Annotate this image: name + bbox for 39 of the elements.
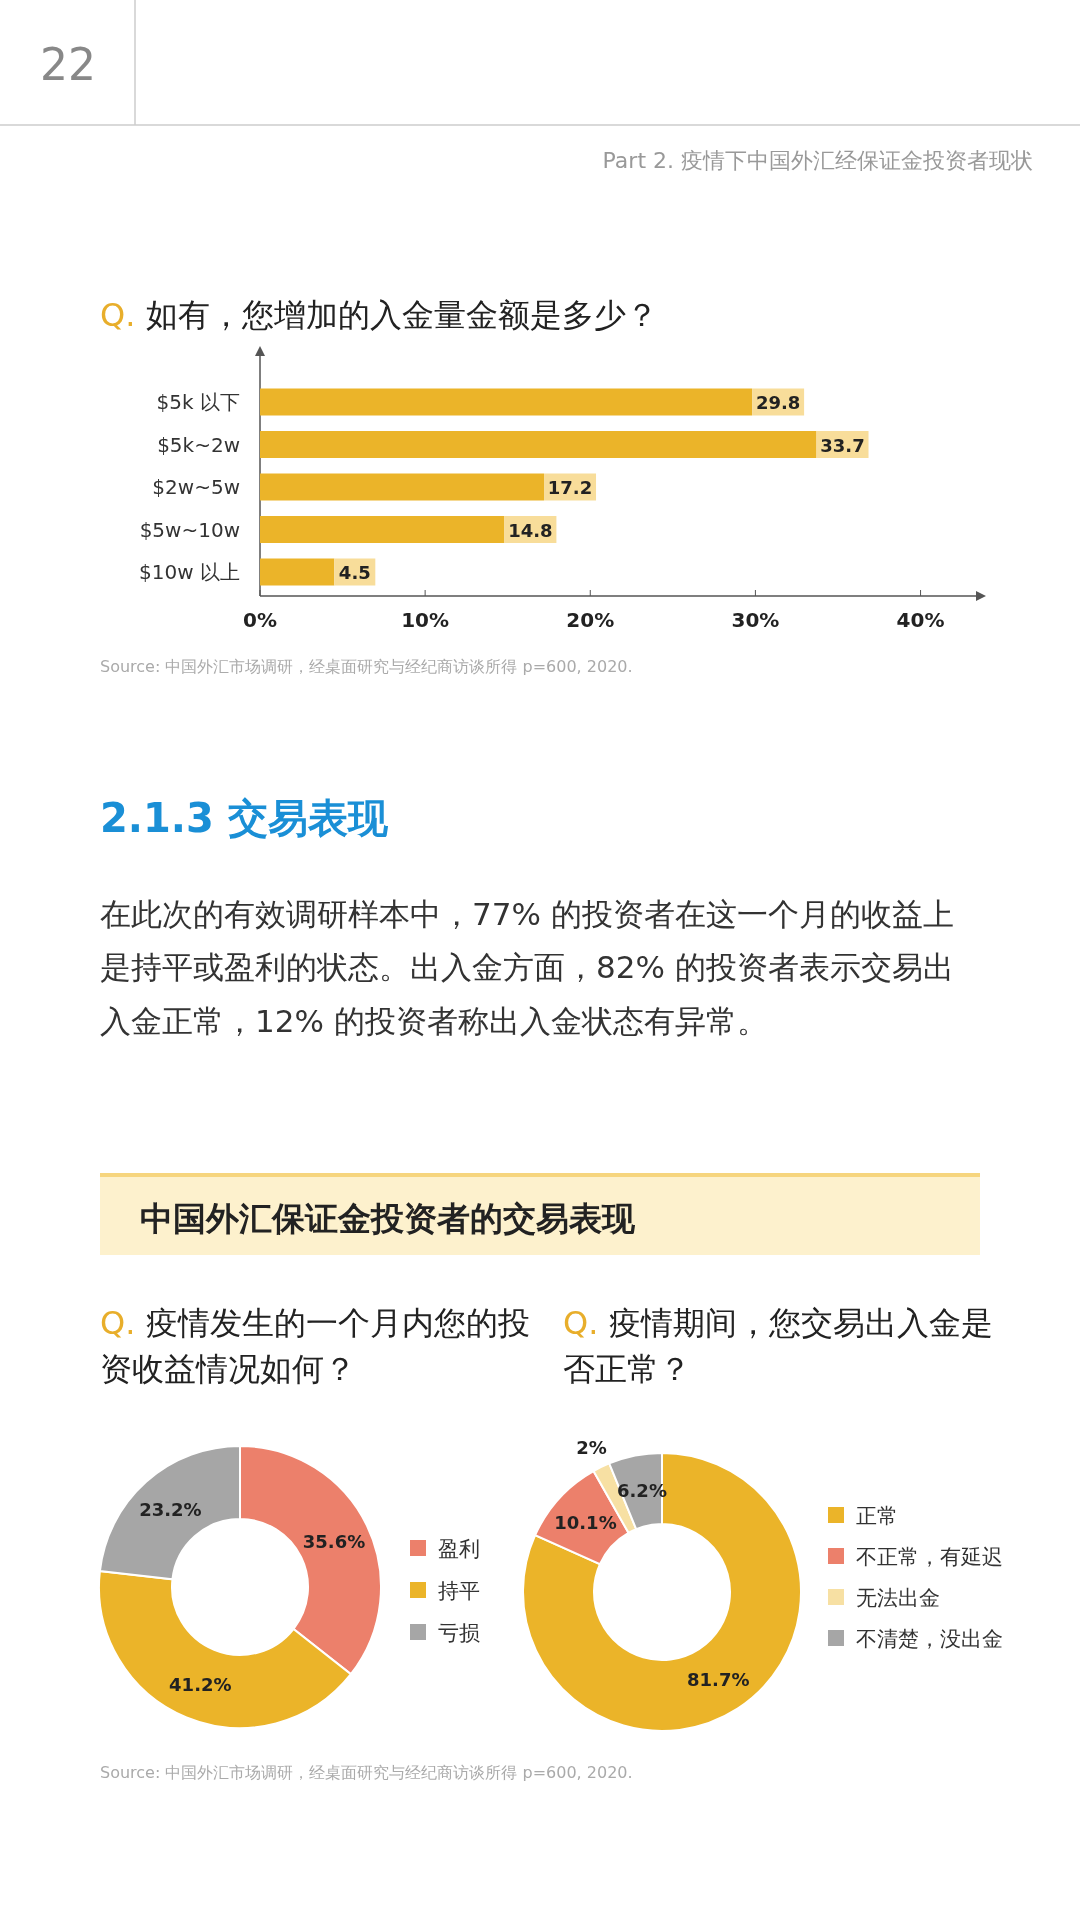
text: 2.1.3 交易表现 — [100, 795, 389, 841]
x-tick-label: 20% — [566, 608, 615, 632]
data-label: 29.8 — [755, 392, 801, 413]
data-label: 23.2% — [139, 1499, 202, 1521]
y-tick-label: $5k~2w — [157, 432, 240, 457]
x-tick-label: 40% — [896, 608, 945, 632]
legend-label: 不正常，有延迟 — [856, 1545, 1003, 1569]
legend-label: 盈利 — [438, 1537, 480, 1561]
x-tick-label: 30% — [731, 608, 780, 632]
data-label: 81.7% — [687, 1668, 750, 1690]
data-label: 35.6% — [302, 1531, 366, 1553]
text: 22 — [40, 39, 96, 90]
data-label: 33.7 — [820, 434, 865, 456]
text: Part 2. 疫情下中国外汇经保证金投资者现状 — [602, 148, 1033, 173]
legend-label: 亏损 — [438, 1621, 480, 1645]
legend-label: 不清楚，没出金 — [856, 1627, 1003, 1651]
legend-label: 持平 — [438, 1579, 480, 1603]
chart-title: Q. 疫情期间，您交易出入金是否正常？ — [563, 1303, 994, 1391]
text: 在此次的有效调研样本中，77% 的投资者在这一个月的收益上是持平或盈利的状态。出入金方面，82% 的投资者表示交易出入金正常，12% 的投资者称出入金状态有异常。 — [100, 895, 955, 1041]
data-label: 4.5 — [338, 562, 371, 583]
x-tick-label: 0% — [243, 608, 277, 632]
y-tick-label: $10w 以上 — [139, 560, 240, 584]
legend-label: 正常 — [856, 1504, 898, 1528]
y-tick-label: $5k 以下 — [156, 390, 240, 414]
y-tick-label: $5w~10w — [139, 517, 240, 542]
data-label: 14.8 — [508, 519, 553, 541]
y-tick-label: $2w~5w — [152, 475, 240, 499]
source-note: Source: 中国外汇市场调研，经桌面研究与经纪商访谈所得 p=600, 2020. — [100, 1763, 633, 1782]
data-label: 2% — [576, 1437, 607, 1459]
donut-slice — [522, 1452, 802, 1732]
text: 中国外汇保证金投资者的交易表现 — [140, 1199, 636, 1238]
chart-title: Q. 疫情发生的一个月内您的投资收益情况如何？ — [100, 1303, 531, 1391]
x-tick-label: 10% — [401, 608, 450, 632]
chart-title: Q. 如有，您增加的入金量金额是多少？ — [100, 295, 659, 336]
data-label: 17.2 — [547, 477, 593, 498]
source-note: Source: 中国外汇市场调研，经桌面研究与经纪商访谈所得 p=600, 2020. — [100, 657, 633, 676]
data-label: 10.1% — [554, 1512, 617, 1534]
legend-label: 无法出金 — [856, 1586, 940, 1610]
data-label: 41.2% — [169, 1673, 232, 1695]
